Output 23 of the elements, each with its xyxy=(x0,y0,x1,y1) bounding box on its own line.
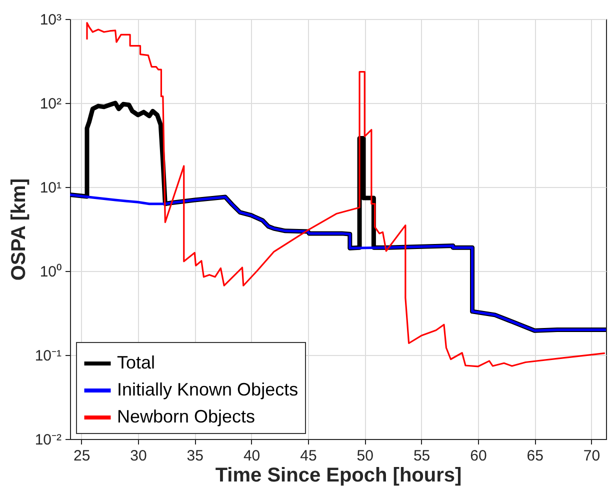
y-tick-label: 10¹ xyxy=(40,180,62,196)
x-tick-label: 65 xyxy=(526,448,544,464)
x-tick-label: 60 xyxy=(470,448,487,464)
y-axis-title: OSPA [km] xyxy=(8,178,30,281)
legend-label: Total xyxy=(117,352,156,372)
x-tick-label: 45 xyxy=(300,448,317,464)
x-tick-label: 30 xyxy=(130,448,147,464)
x-tick-label: 25 xyxy=(73,448,90,464)
x-tick-label: 40 xyxy=(243,448,260,464)
y-tick-label: 10² xyxy=(40,96,62,112)
y-tick-label: 10³ xyxy=(40,12,62,28)
x-tick-label: 50 xyxy=(356,448,374,464)
y-tick-label: 10⁻¹ xyxy=(34,348,62,364)
x-tick-label: 70 xyxy=(583,448,600,464)
line-series xyxy=(86,22,606,368)
x-axis-title: Time Since Epoch [hours] xyxy=(215,464,462,486)
x-tick-label: 55 xyxy=(413,448,430,464)
line-series xyxy=(70,193,606,332)
x-tick-label: 35 xyxy=(186,448,204,464)
legend-label: Initially Known Objects xyxy=(117,380,298,400)
legend-label: Newborn Objects xyxy=(117,406,256,426)
y-tick-label: 10⁻² xyxy=(34,432,62,448)
y-tick-label: 10⁰ xyxy=(40,264,62,280)
